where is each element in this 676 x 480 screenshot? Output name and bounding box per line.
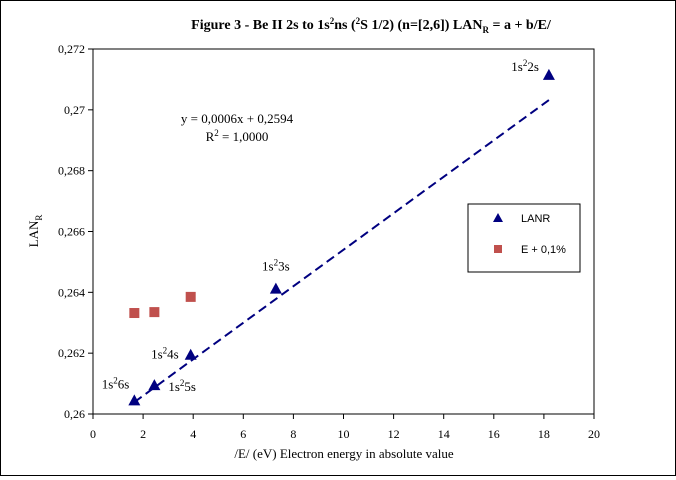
- r-squared: R2 = 1,0000: [206, 128, 269, 144]
- y-axis-title: LANR: [26, 215, 44, 248]
- e-plus-point: [185, 291, 196, 302]
- x-tick-label: 2: [140, 427, 146, 441]
- legend-marker-lanr: [493, 213, 503, 222]
- y-tick-label: 0,268: [58, 164, 85, 178]
- legend-label-lanr: LANR: [521, 213, 550, 225]
- x-tick-label: 12: [388, 427, 400, 441]
- point-label: 1s22s: [511, 58, 539, 74]
- lanr-point: [542, 68, 555, 80]
- legend-label-e-plus: E + 0,1%: [521, 244, 566, 256]
- trendline: [133, 99, 550, 403]
- point-labels: 1s26s 1s25s 1s24s 1s23s 1s22s: [102, 58, 539, 394]
- lanr-point: [184, 348, 197, 360]
- y-tick-label: 0,262: [58, 346, 85, 360]
- legend: LANR E + 0,1%: [467, 203, 581, 273]
- point-label: 1s26s: [102, 375, 130, 391]
- x-tick-label: 16: [488, 427, 500, 441]
- x-tick-label: 6: [240, 427, 246, 441]
- y-tick-label: 0,264: [58, 285, 85, 299]
- y-tick-label: 0,26: [64, 407, 85, 421]
- x-tick-label: 0: [90, 427, 96, 441]
- x-tick-label: 8: [290, 427, 296, 441]
- legend-box: [467, 203, 581, 273]
- y-tick-label: 0,27: [64, 103, 85, 117]
- legend-marker-e-plus: [494, 245, 502, 253]
- x-axis-title: /E/ (eV) Electron energy in absolute val…: [234, 446, 453, 461]
- y-axis: 0,26 0,262 0,264 0,266 0,268 0,27 0,272: [58, 42, 93, 421]
- lanr-point: [128, 394, 141, 406]
- lanr-point: [148, 379, 161, 391]
- y-tick-label: 0,266: [58, 225, 85, 239]
- e-plus-point: [149, 307, 160, 318]
- x-tick-label: 20: [588, 427, 600, 441]
- x-tick-label: 18: [538, 427, 550, 441]
- lanr-point: [269, 282, 282, 294]
- chart-title: Figure 3 - Be II 2s to 1s2ns (2S 1/2) (n…: [191, 16, 552, 35]
- e-plus-point: [129, 308, 140, 319]
- data-series: [128, 68, 555, 406]
- point-label: 1s23s: [262, 258, 290, 274]
- x-axis: 0 2 4 6 8 10 12 14 16 18 20: [90, 414, 600, 441]
- x-tick-label: 10: [338, 427, 350, 441]
- point-label: 1s24s: [151, 346, 179, 362]
- x-tick-label: 4: [190, 427, 196, 441]
- trendline-equation: y = 0,0006x + 0,2594: [181, 111, 294, 126]
- x-tick-label: 14: [438, 427, 450, 441]
- y-tick-label: 0,272: [58, 42, 85, 56]
- point-label: 1s25s: [168, 378, 196, 394]
